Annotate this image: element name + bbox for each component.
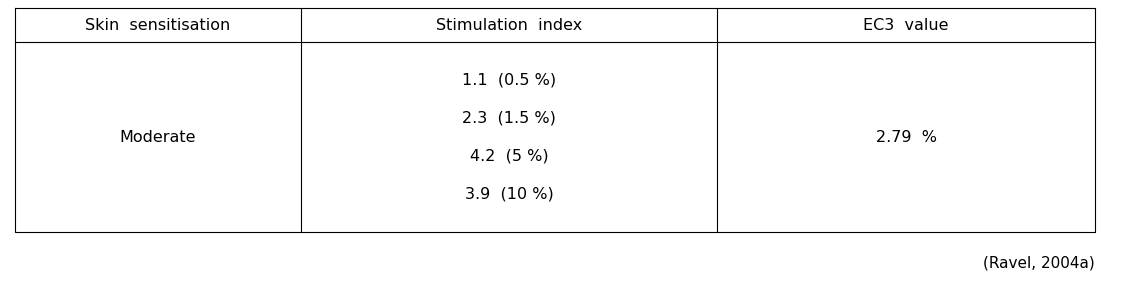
Text: 2.3  (1.5 %): 2.3 (1.5 %) <box>463 110 556 125</box>
Text: 1.1  (0.5 %): 1.1 (0.5 %) <box>462 73 556 88</box>
Text: Stimulation  index: Stimulation index <box>436 18 582 32</box>
Text: EC3  value: EC3 value <box>864 18 949 32</box>
Text: 4.2  (5 %): 4.2 (5 %) <box>469 148 548 164</box>
Text: 3.9  (10 %): 3.9 (10 %) <box>465 187 554 201</box>
Text: (Ravel, 2004a): (Ravel, 2004a) <box>984 256 1095 271</box>
Text: Moderate: Moderate <box>120 129 197 144</box>
Text: 2.79  %: 2.79 % <box>876 129 937 144</box>
Text: Skin  sensitisation: Skin sensitisation <box>85 18 230 32</box>
